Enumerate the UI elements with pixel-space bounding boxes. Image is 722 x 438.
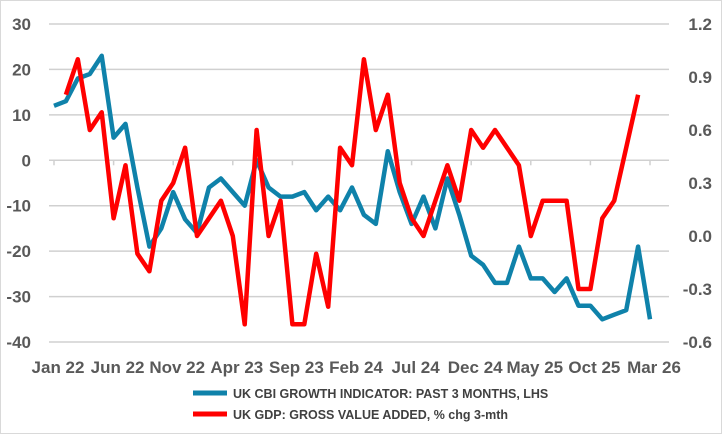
gridlines	[49, 24, 669, 342]
x-tick-label: Nov 22	[149, 358, 205, 377]
left-axis-ticks: 30 20 10 0 -10 -20 -30 -40	[6, 15, 31, 352]
legend-label-gdp: UK GDP: GROSS VALUE ADDED, % chg 3-mth	[233, 408, 508, 422]
series-lines	[54, 56, 650, 325]
right-tick-label: -0.6	[683, 333, 712, 352]
right-tick-label: 0.0	[688, 227, 712, 246]
left-tick-label: -20	[6, 242, 31, 261]
right-tick-label: 0.6	[688, 121, 712, 140]
right-axis-ticks: 1.2 0.9 0.6 0.3 0.0 -0.3 -0.6	[683, 15, 712, 352]
x-tick-label: Mar 26	[627, 358, 681, 377]
left-tick-label: 10	[12, 106, 31, 125]
right-tick-label: -0.3	[683, 280, 712, 299]
left-tick-label: 0	[22, 151, 31, 170]
legend-label-cbi: UK CBI GROWTH INDICATOR: PAST 3 MONTHS, …	[233, 387, 548, 401]
right-tick-label: 0.3	[688, 174, 712, 193]
legend: UK CBI GROWTH INDICATOR: PAST 3 MONTHS, …	[193, 387, 548, 422]
x-tick-label: Feb 24	[329, 358, 383, 377]
x-tick-label: Oct 25	[568, 358, 620, 377]
x-tick-label: May 25	[506, 358, 563, 377]
left-tick-label: 30	[12, 15, 31, 34]
x-tick-label: Jan 22	[32, 358, 85, 377]
right-tick-label: 0.9	[688, 68, 712, 87]
x-tick-label: Sep 23	[269, 358, 324, 377]
left-tick-label: -10	[6, 197, 31, 216]
x-tick-label: Jun 22	[91, 358, 145, 377]
left-tick-label: -40	[6, 333, 31, 352]
x-tick-label: Jul 24	[391, 358, 440, 377]
right-tick-label: 1.2	[688, 15, 712, 34]
left-tick-label: 20	[12, 60, 31, 79]
x-tick-label: Apr 23	[210, 358, 263, 377]
left-tick-label: -30	[6, 288, 31, 307]
x-tick-label: Dec 24	[448, 358, 503, 377]
